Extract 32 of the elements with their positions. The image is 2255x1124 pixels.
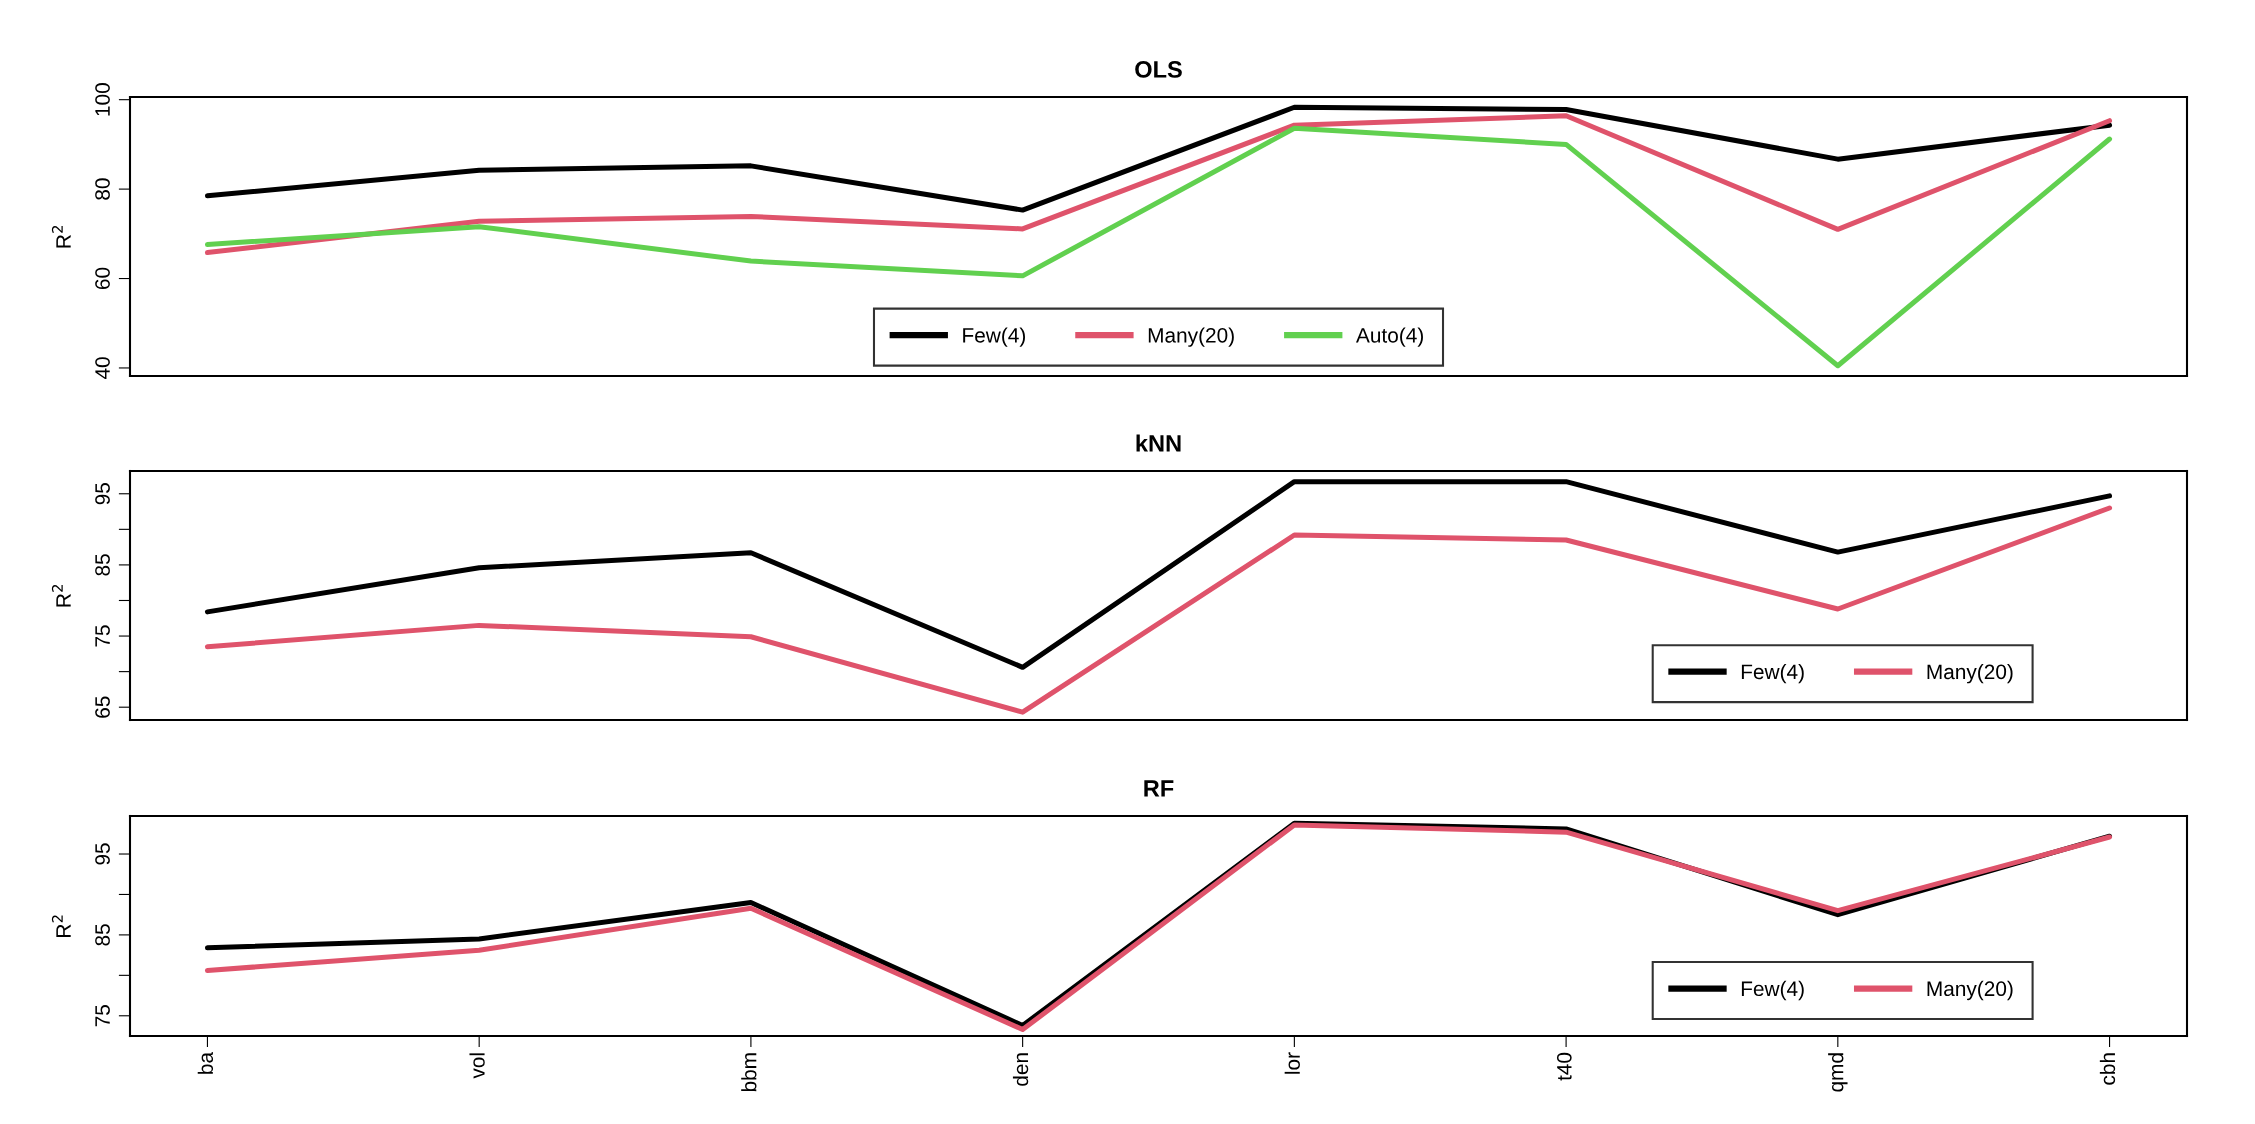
- y-tick-label: 95: [95, 843, 110, 865]
- y-tick-label: 75: [95, 625, 110, 647]
- y-axis-title: R$^{2}$: [51, 915, 71, 937]
- x-tick-label: t40: [1556, 1052, 1572, 1081]
- x-tick-label: cbh: [2099, 1053, 2116, 1085]
- chart-title: kNN: [1136, 434, 1181, 452]
- y-tick-label: 85: [95, 554, 110, 576]
- legend-label: Few(4): [963, 327, 1026, 347]
- y-tick-label: 40: [95, 357, 110, 380]
- legend-label: Many(20): [1927, 980, 2013, 1001]
- y-tick-label: 100: [95, 83, 110, 116]
- chart-title: OLS: [1135, 61, 1182, 78]
- x-tick-label: ba: [197, 1051, 214, 1074]
- legend-label: Auto(4): [1355, 327, 1423, 347]
- y-axis-title: R$^{2}$: [51, 226, 71, 248]
- legend-label: Few(4): [1741, 980, 1804, 1001]
- legend-label: Many(20): [1148, 327, 1234, 347]
- x-tick-label: qmd: [1828, 1053, 1848, 1092]
- x-tick-label: bbm: [741, 1053, 757, 1092]
- legend-label: Many(20): [1927, 663, 2013, 684]
- x-tick-label: lor: [1284, 1052, 1300, 1074]
- y-tick-label: 95: [95, 483, 110, 505]
- y-axis-title: R$^{2}$: [51, 585, 71, 607]
- chart-title: RF: [1144, 780, 1174, 797]
- x-tick-label: vol: [469, 1053, 485, 1079]
- x-tick-label: den: [1012, 1053, 1029, 1086]
- y-tick-label: 75: [95, 1005, 110, 1027]
- legend-label: Few(4): [1741, 663, 1804, 684]
- y-tick-label: 80: [95, 178, 110, 200]
- y-tick-label: 85: [95, 924, 110, 946]
- y-tick-label: 65: [95, 696, 110, 718]
- y-tick-label: 60: [95, 267, 110, 290]
